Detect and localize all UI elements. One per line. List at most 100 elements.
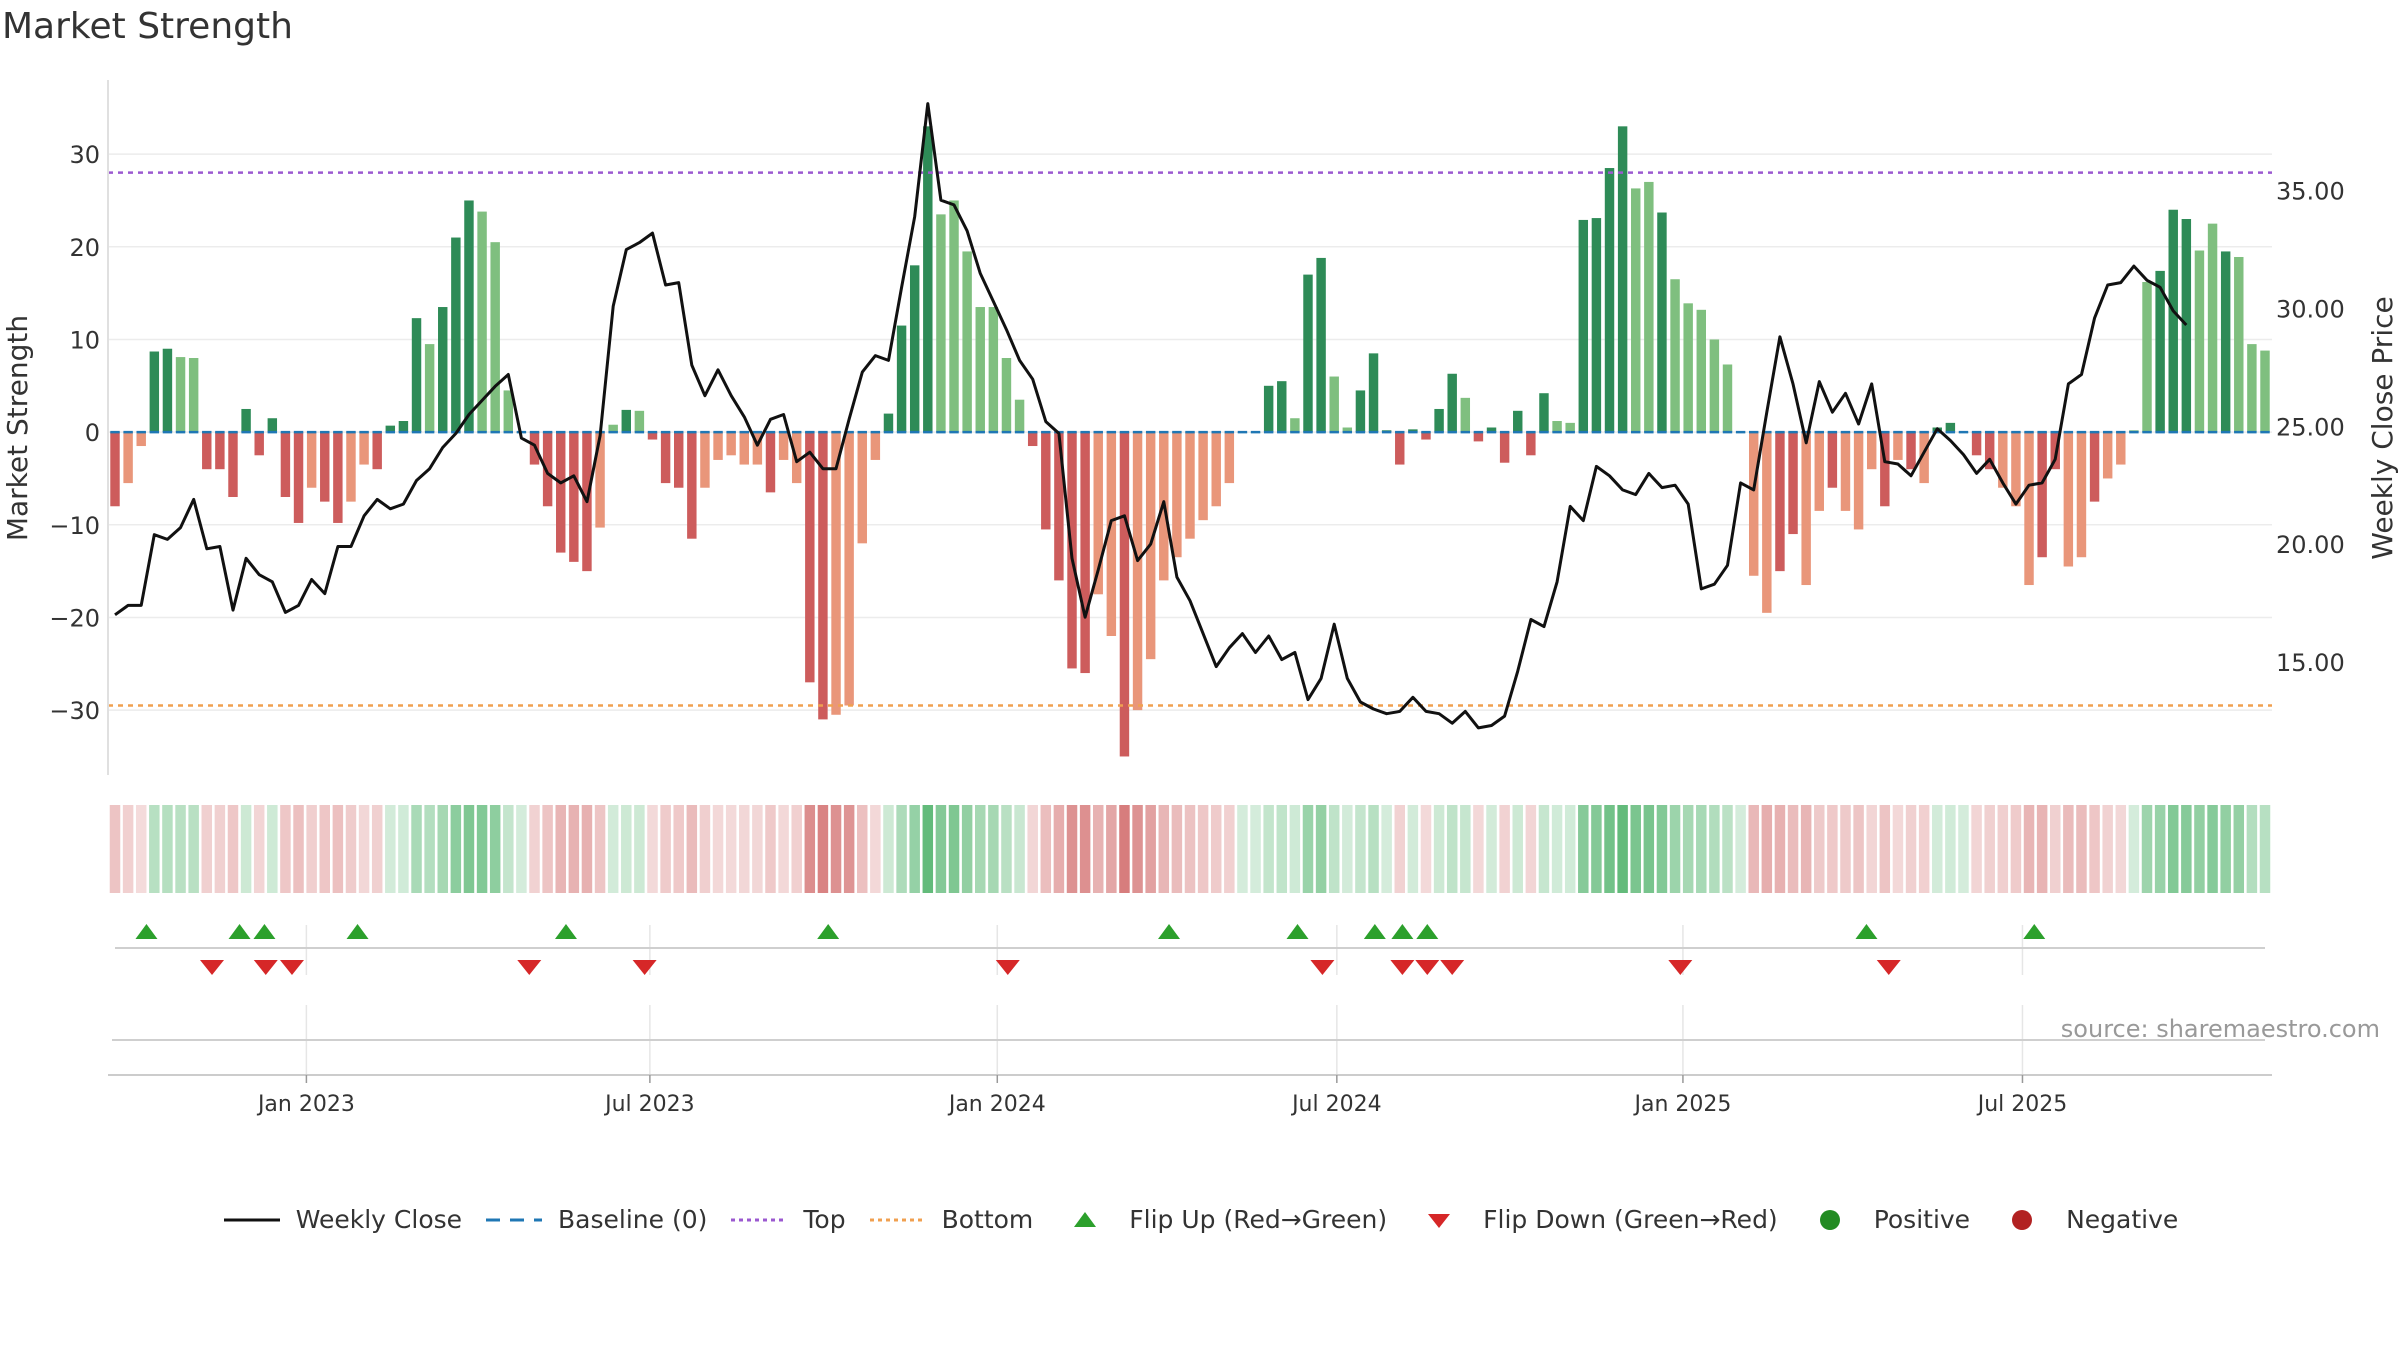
strength-bar	[1303, 274, 1313, 433]
strength-bar	[1001, 358, 1012, 433]
regime-cell	[2167, 805, 2179, 893]
strength-bar	[1499, 432, 1510, 463]
y-right-tick-label: 15.00	[2276, 649, 2345, 677]
regime-cell	[2010, 805, 2022, 893]
flip-up-marker	[554, 924, 577, 939]
flip-down-marker	[517, 960, 542, 975]
legend-item: Top	[729, 1205, 846, 1234]
strength-bar	[2207, 223, 2218, 433]
strength-bar	[1513, 410, 1523, 433]
strength-bar	[2234, 256, 2244, 433]
strength-bar	[2076, 432, 2087, 558]
regime-cell	[1512, 805, 1523, 893]
legend-label: Positive	[1873, 1205, 1971, 1234]
regime-cell	[1079, 805, 1091, 893]
flip-down-marker	[632, 960, 657, 975]
regime-cell	[2050, 805, 2061, 893]
strength-bar	[739, 432, 749, 465]
regime-cell	[817, 805, 829, 893]
strength-bar	[1080, 432, 1090, 674]
x-tick-label: Jan 2025	[1632, 1092, 1731, 1117]
strength-bar	[477, 211, 487, 433]
legend-label: Baseline (0)	[558, 1205, 708, 1234]
regime-cell	[948, 805, 960, 893]
y-left-tick-label: −20	[49, 604, 100, 632]
regime-cell	[1394, 805, 1405, 893]
y-axis-left-label: Market Strength	[1, 315, 34, 541]
y-left-tick-label: −10	[49, 512, 100, 540]
x-tick-label: Jul 2025	[1976, 1092, 2068, 1117]
strength-bar	[1552, 421, 1562, 433]
strength-bar	[136, 432, 146, 447]
strength-bar	[490, 242, 500, 433]
regime-cell	[1276, 805, 1288, 893]
regime-cell	[2259, 805, 2271, 893]
strength-bar	[1263, 385, 1274, 433]
regime-cell	[857, 805, 868, 893]
strength-bar	[1486, 427, 1497, 433]
regime-cell	[1289, 805, 1301, 893]
flip-up-marker	[1416, 924, 1439, 939]
strength-bar	[1827, 432, 1838, 488]
regime-cell	[1407, 805, 1419, 893]
regime-cell	[267, 805, 278, 893]
regime-cell	[1525, 805, 1537, 893]
strength-bar	[542, 432, 553, 507]
strength-bar	[346, 432, 356, 502]
legend-item: Weekly Close	[222, 1205, 462, 1234]
strength-bar	[818, 432, 828, 720]
strength-bar	[569, 432, 579, 562]
strength-bar	[674, 432, 684, 488]
strength-bar	[1054, 432, 1064, 581]
axes: 30 20 10 0 −10 −20 −30 35.00 30.00 25.00 20.00 15.0…	[49, 80, 2345, 1117]
regime-cell	[175, 805, 186, 893]
flip-up-marker	[2023, 924, 2046, 939]
regime-cell	[1224, 805, 1235, 893]
regime-cell	[1984, 805, 1995, 893]
strength-bar	[1211, 432, 1221, 507]
strength-bar	[1447, 373, 1457, 433]
regime-cell	[489, 805, 501, 893]
strength-bar	[1277, 381, 1287, 433]
regime-cell	[1027, 805, 1038, 893]
regime-cell	[1446, 805, 1458, 893]
regime-cell	[804, 805, 816, 893]
regime-cell	[1066, 805, 1078, 893]
legend-item: Positive	[1800, 1205, 1970, 1234]
strength-bar	[1132, 432, 1143, 711]
strength-bar	[1539, 393, 1549, 433]
legend-item: Baseline (0)	[484, 1205, 707, 1234]
strength-bar	[1801, 432, 1811, 586]
flip-down-marker	[995, 960, 1020, 975]
strength-bar	[398, 421, 409, 433]
regime-cell	[2194, 805, 2205, 893]
strength-bar	[1578, 219, 1589, 433]
regime-cell	[1866, 805, 1877, 893]
regime-cell	[1420, 805, 1432, 893]
strength-bar	[2142, 282, 2152, 433]
regime-cell	[109, 805, 121, 893]
y-axis-right-label: Weekly Close Price	[2366, 296, 2399, 559]
regime-cell	[450, 805, 462, 893]
legend-item: Negative	[1992, 1205, 2178, 1234]
regime-cell	[463, 805, 475, 893]
regime-cell	[922, 805, 934, 893]
regime-cell	[149, 805, 160, 893]
legend-label: Flip Down (Green→Red)	[1483, 1205, 1778, 1234]
regime-cell	[1722, 805, 1733, 893]
regime-cell	[162, 805, 173, 893]
strength-bar	[1604, 168, 1615, 433]
regime-cell	[1355, 805, 1366, 893]
flip-up-marker	[135, 924, 158, 939]
strength-bar	[1853, 432, 1864, 530]
regime-cell	[1460, 805, 1471, 893]
strength-bar	[700, 432, 710, 488]
regime-cell	[1250, 805, 1261, 893]
legend-label: Flip Up (Red→Green)	[1129, 1205, 1388, 1234]
legend-item: Bottom	[868, 1205, 1033, 1234]
regime-cell	[188, 805, 199, 893]
grid-layer	[108, 153, 2272, 1075]
y-right-tick-label: 25.00	[2276, 413, 2345, 441]
strength-bar	[1355, 390, 1366, 433]
regime-cell	[1827, 805, 1838, 893]
